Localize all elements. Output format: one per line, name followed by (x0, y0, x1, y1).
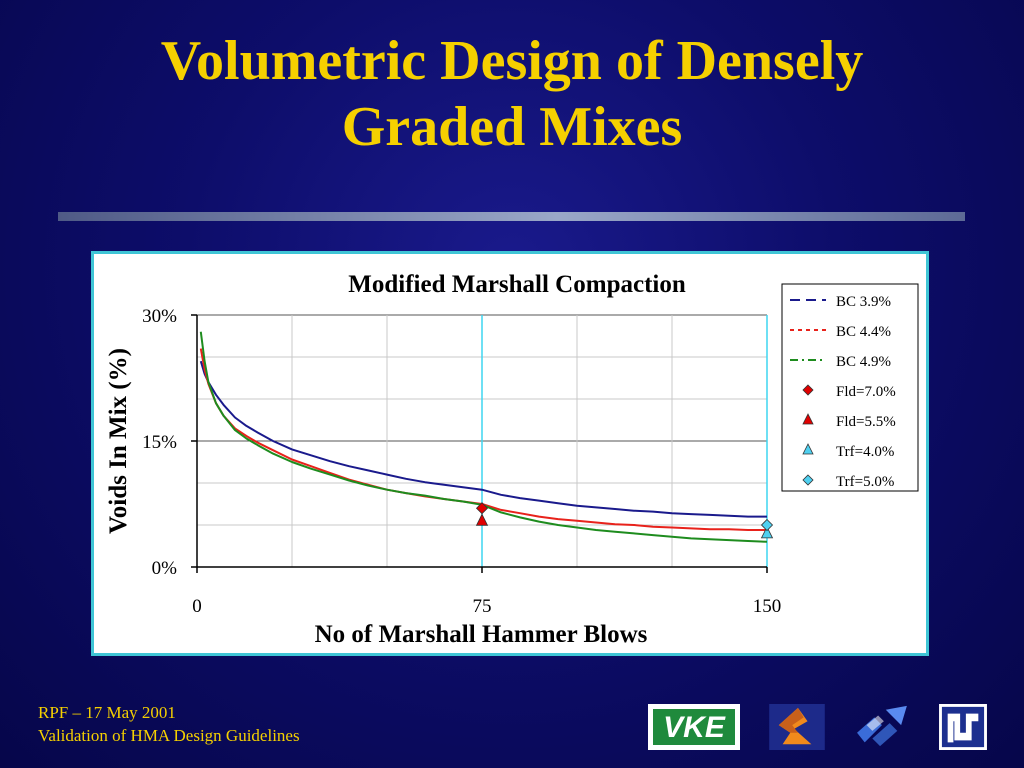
legend-marker (802, 384, 814, 396)
footer-subtitle: Validation of HMA Design Guidelines (38, 726, 300, 745)
series-line-1 (199, 360, 767, 518)
series-line-3 (199, 331, 768, 543)
y-tick-label: 0% (152, 558, 178, 579)
legend-marker (802, 474, 814, 486)
y-tick-label: 30% (142, 306, 177, 327)
data-point-marker (760, 526, 774, 539)
ns-logo (939, 704, 987, 750)
legend-box (781, 283, 919, 492)
footer: RPF – 17 May 2001 Validation of HMA Desi… (38, 701, 300, 747)
vke-logo-text: VKE (653, 709, 735, 745)
legend-label: Trf=4.0% (836, 444, 894, 460)
vke-logo: VKE (648, 704, 740, 750)
y-axis-label: Voids In Mix (%) (105, 348, 132, 534)
orange-chevron-logo (769, 704, 825, 750)
x-axis-label: No of Marshall Hammer Blows (315, 621, 648, 648)
data-point-marker (475, 513, 489, 526)
x-tick-label: 75 (473, 596, 492, 617)
x-tick-label: 150 (753, 596, 782, 617)
legend-marker (802, 443, 814, 455)
chart-legend: BC 3.9% BC 4.4% BC 4.9% Fld=7.0% Fld=5.5% Trf… (781, 283, 919, 492)
y-tick-label: 15% (142, 432, 177, 453)
x-tick-label: 0 (192, 596, 202, 617)
legend-marker (802, 413, 814, 425)
legend-label: BC 4.9% (836, 354, 891, 370)
chart-panel: 0% 15% 30% 0 75 150 Modified Marshall Compact… (91, 251, 929, 656)
legend-label: BC 3.9% (836, 294, 891, 310)
legend-label: Trf=5.0% (836, 474, 894, 490)
slide-title: Volumetric Design of Densely Graded Mixe… (0, 28, 1024, 160)
data-point-marker (760, 518, 774, 532)
footer-date: RPF – 17 May 2001 (38, 703, 176, 722)
legend-label: Fld=7.0% (836, 384, 896, 400)
title-divider (58, 212, 965, 221)
chart-title: Modified Marshall Compaction (348, 271, 686, 298)
slide-title-line2: Graded Mixes (341, 96, 683, 158)
chart-svg: 0% 15% 30% 0 75 150 Modified Marshall Compact… (105, 271, 919, 648)
slide-title-line1: Volumetric Design of Densely (160, 30, 864, 92)
legend-label: BC 4.4% (836, 324, 891, 340)
blue-arrows-logo (857, 705, 907, 747)
legend-label: Fld=5.5% (836, 414, 896, 430)
